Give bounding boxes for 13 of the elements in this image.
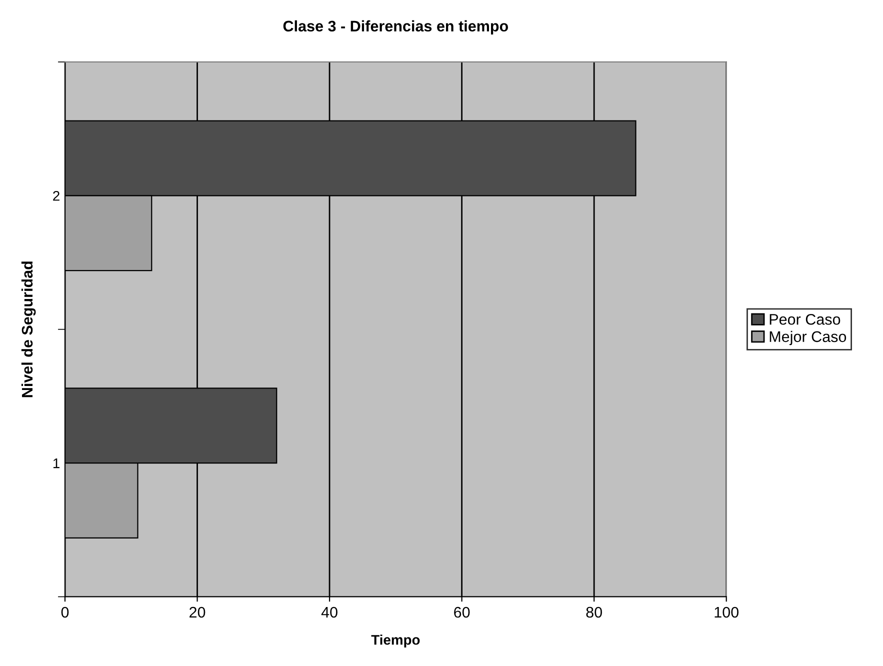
x-tick-label: 80 <box>586 606 602 618</box>
x-tick-label: 0 <box>61 606 69 618</box>
y-axis-title: Nivel de Seguridad <box>21 262 36 398</box>
y-tick-label: 1 <box>53 458 60 468</box>
x-tick-label: 100 <box>714 606 739 618</box>
legend-label: Peor Caso <box>770 314 840 325</box>
x-axis-title: Tiempo <box>371 634 420 648</box>
x-tick-label: 40 <box>321 606 338 618</box>
x-tick-label: 60 <box>454 606 470 618</box>
x-tick-label: 20 <box>190 606 206 618</box>
y-tick-label: 2 <box>53 190 60 201</box>
chart-title: Clase 3 - Diferencias en tiempo <box>283 20 508 35</box>
legend-label: Mejor Caso <box>770 330 846 346</box>
